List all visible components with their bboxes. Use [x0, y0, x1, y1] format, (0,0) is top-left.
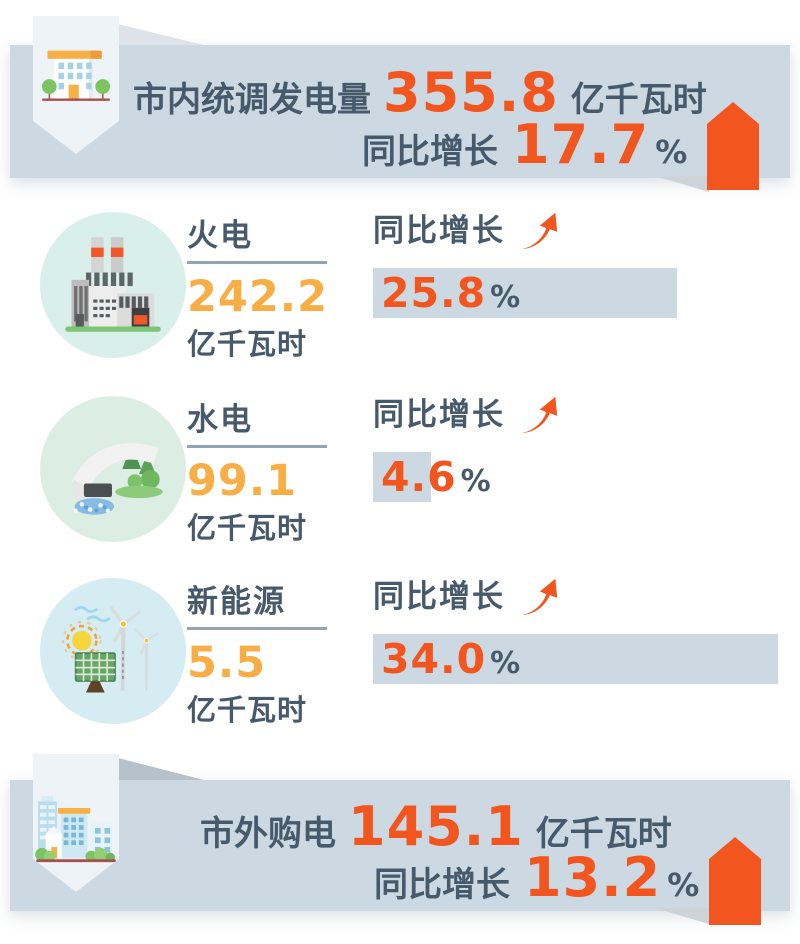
bottom-growth-label: 同比增长	[374, 866, 510, 904]
top-banner-headline: 市内统调发电量 355.8 亿千瓦时	[133, 66, 707, 120]
underline	[187, 261, 327, 264]
new-energy-icon	[62, 605, 159, 693]
up-arrow-icon	[709, 837, 761, 925]
percent-sign: %	[460, 464, 491, 499]
source-value: 99.1	[187, 456, 298, 506]
source-row-new-energy: 新能源 5.5 亿千瓦时 同比增长 34.0 %	[0, 576, 800, 761]
growth-label: 同比增长	[373, 579, 505, 614]
top-growth-label: 同比增长	[362, 133, 498, 171]
top-growth-value: 17.7	[512, 113, 650, 176]
growth-arrow-icon	[521, 396, 558, 434]
city-buildings-icon	[35, 795, 116, 863]
growth-label: 同比增长	[373, 397, 505, 432]
percent-sign: %	[490, 646, 521, 681]
top-ribbon	[33, 16, 119, 154]
bottom-growth-value: 13.2	[524, 846, 662, 909]
percent-sign: %	[490, 280, 521, 315]
bottom-banner-headline: 市外购电 145.1 亿千瓦时	[200, 800, 672, 854]
bottom-banner-value: 145.1	[348, 795, 524, 858]
new-energy-icon-circle	[40, 578, 186, 724]
bottom-banner	[10, 780, 790, 911]
ribbon-fold	[118, 24, 204, 45]
top-banner-growth-line: 同比增长 17.7 %	[362, 118, 687, 172]
top-banner-label: 市内统调发电量	[133, 81, 371, 119]
hydro-power-icon	[71, 443, 163, 515]
thermal-icon-circle	[40, 212, 186, 358]
top-banner-value: 355.8	[383, 61, 559, 124]
bottom-percent-sign: %	[667, 866, 700, 904]
new-energy-growth-bar: 34.0 %	[373, 634, 793, 684]
growth-arrow-icon	[521, 212, 558, 250]
thermal-power-icon	[65, 237, 161, 332]
banner-curl	[655, 176, 709, 192]
source-unit: 亿千瓦时	[187, 329, 308, 361]
source-name: 火电	[187, 218, 253, 253]
top-banner-unit: 亿千瓦时	[570, 81, 707, 119]
office-building-icon	[41, 50, 111, 101]
source-name: 水电	[187, 402, 253, 437]
bottom-ribbon	[33, 754, 119, 892]
source-name: 新能源	[187, 584, 286, 619]
bottom-banner-unit: 亿千瓦时	[535, 815, 672, 853]
growth-bar	[373, 268, 677, 318]
growth-value: 25.8	[381, 269, 487, 317]
thermal-growth-head: 同比增长	[373, 212, 559, 251]
new-energy-growth-head: 同比增长	[373, 578, 559, 617]
growth-bar	[373, 452, 431, 502]
new-energy-info: 新能源 5.5 亿千瓦时	[187, 586, 327, 726]
hydro-icon-circle	[40, 396, 186, 542]
source-value: 5.5	[187, 638, 267, 688]
growth-arrow-icon	[521, 578, 558, 616]
source-row-thermal: 火电 242.2 亿千瓦时 同比增长 25.8 %	[0, 210, 800, 395]
thermal-growth-bar: 25.8 %	[373, 268, 793, 318]
source-unit: 亿千瓦时	[187, 513, 308, 545]
growth-label: 同比增长	[373, 213, 505, 248]
source-value: 242.2	[187, 272, 329, 322]
source-row-hydro: 水电 99.1 亿千瓦时 同比增长 4.6 %	[0, 394, 800, 579]
up-arrow-icon	[707, 102, 759, 190]
underline	[187, 445, 327, 448]
hydro-growth-head: 同比增长	[373, 396, 559, 435]
thermal-info: 火电 242.2 亿千瓦时	[187, 220, 328, 360]
growth-bar	[373, 634, 778, 684]
bottom-banner-growth-line: 同比增长 13.2 %	[374, 851, 699, 905]
source-unit: 亿千瓦时	[187, 695, 308, 727]
top-banner	[10, 45, 790, 178]
bottom-banner-label: 市外购电	[200, 815, 336, 853]
hydro-info: 水电 99.1 亿千瓦时	[187, 404, 327, 544]
ribbon-fold	[118, 758, 204, 780]
hydro-growth-bar: 4.6 %	[373, 452, 793, 502]
top-percent-sign: %	[655, 133, 688, 171]
growth-value: 34.0	[381, 635, 487, 683]
growth-value: 4.6	[381, 453, 457, 501]
underline	[187, 627, 327, 630]
